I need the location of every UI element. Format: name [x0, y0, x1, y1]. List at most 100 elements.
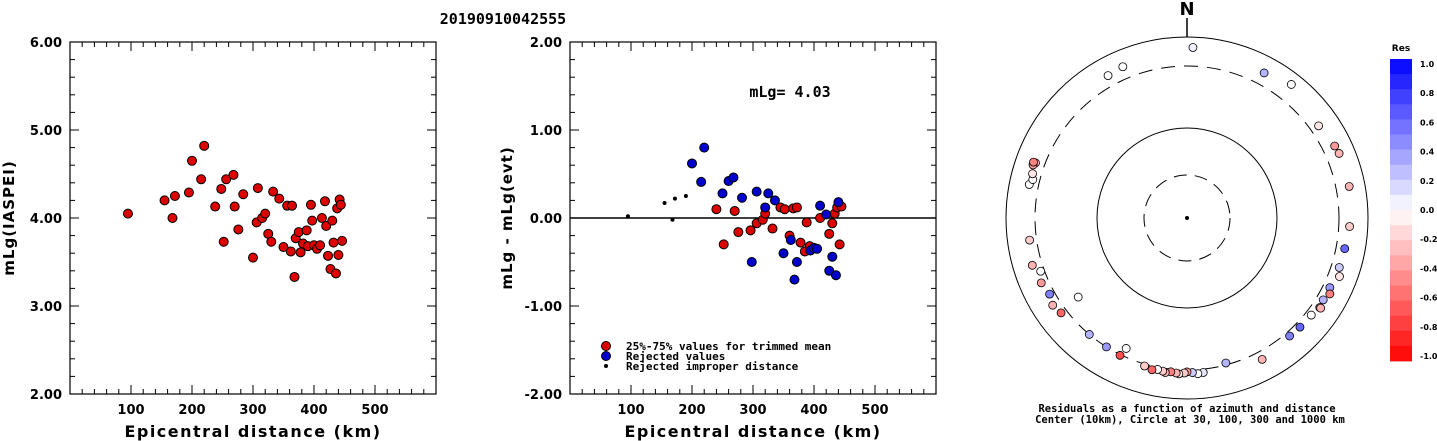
caption-line-1: Residuals as a function of azimuth and d… [1038, 403, 1335, 415]
y-tick-label: 3.00 [30, 300, 62, 315]
colorbar-cell [1390, 134, 1412, 150]
data-point [767, 223, 778, 234]
data-point-rejected [812, 243, 823, 254]
station-marker [1188, 43, 1198, 52]
y-tick-label: -1.00 [525, 300, 562, 315]
colorbar-label: -0.8 [1420, 323, 1437, 332]
station-marker [1025, 235, 1035, 245]
data-point-rejected [778, 248, 789, 259]
data-point [289, 271, 300, 282]
data-point [824, 228, 835, 239]
data-point [295, 247, 306, 258]
plot-frame [69, 41, 437, 395]
y-tick-label: 2.00 [30, 388, 62, 403]
station-marker [1048, 300, 1058, 310]
data-point [834, 239, 845, 250]
data-point [316, 213, 327, 223]
data-point [301, 225, 312, 236]
station-marker [1295, 322, 1305, 332]
data-point [229, 201, 240, 212]
y-tick-labels: 2.00 3.00 4.00 5.00 6.00 [30, 36, 62, 403]
station-marker [1330, 141, 1340, 151]
colorbar-label: -1.0 [1420, 352, 1437, 361]
legend-marker-improper [604, 364, 608, 368]
station-marker [1118, 62, 1128, 72]
colorbar-labels: 1.0 0.8 0.6 0.4 0.2 0.0 -0.2 -0.4 -0.6 -0.8 -1.0 [1420, 60, 1437, 361]
station-marker [1259, 68, 1269, 78]
azimuth-residual-panel: N Residuals as a function of azimuth and… [1005, 0, 1369, 426]
station-marker [1306, 310, 1316, 320]
data-point [335, 199, 346, 210]
station-marker [1036, 278, 1046, 288]
data-point [278, 242, 289, 253]
data-point [252, 183, 263, 194]
station-marker [1103, 71, 1113, 80]
x-tick-label: 400 [300, 403, 327, 418]
y-axis-label: mLg(IASPEI) [0, 160, 18, 275]
x-tick-labels: 100 200 300 400 500 [617, 403, 888, 418]
data-point [333, 249, 344, 260]
y-tick-labels: -2.00 -1.00 0.00 1.00 2.00 [525, 36, 562, 403]
data-point [672, 196, 677, 201]
colorbar-label: 0.4 [1420, 148, 1435, 157]
colorbar-cells [1390, 59, 1412, 362]
y-tick-label: 1.00 [530, 124, 562, 139]
data-point-rejected [791, 257, 802, 267]
station-marker [1029, 157, 1038, 167]
station-marker [1318, 295, 1328, 305]
north-label: N [1179, 0, 1194, 20]
colorbar-title: Res [1392, 44, 1410, 54]
data-point [327, 215, 338, 226]
data-point-rejected [737, 192, 748, 203]
data-points [122, 140, 348, 282]
data-point [791, 202, 802, 213]
data-point [718, 239, 729, 250]
colorbar-label: 0.2 [1420, 177, 1434, 186]
data-point [199, 140, 210, 151]
colorbar-cell [1390, 315, 1412, 332]
data-point [266, 236, 277, 247]
data-point [319, 196, 330, 207]
x-tick-label: 400 [800, 403, 827, 418]
data-point [779, 204, 790, 215]
y-tick-label: 2.00 [530, 36, 562, 51]
data-point [159, 195, 170, 206]
station-marker [1334, 149, 1344, 158]
data-point [307, 215, 318, 226]
data-point [221, 174, 232, 185]
station-marker [1316, 303, 1326, 313]
data-point-rejected [815, 200, 826, 211]
data-point [218, 236, 229, 247]
station-marker [1335, 272, 1344, 281]
axis-ticks [569, 41, 937, 395]
legend-label-rejected: Rejected values [626, 350, 725, 363]
colorbar-label: -0.2 [1420, 235, 1437, 244]
colorbar-cell [1390, 104, 1412, 120]
y-tick-label: 0.00 [530, 212, 562, 227]
x-tick-label: 500 [361, 403, 388, 418]
ring-100km [1096, 127, 1278, 309]
data-point [216, 183, 227, 194]
data-point [122, 208, 133, 219]
station-marker [1285, 331, 1295, 341]
y-tick-label: 6.00 [30, 36, 62, 51]
mlg-vs-distance-panel: 100 200 300 400 500 2.00 3.00 4.00 5.00 6.00 Epi… [0, 36, 437, 441]
data-point-rejected [789, 274, 800, 285]
data-point-rejected [763, 188, 774, 199]
station-markers [1024, 43, 1354, 379]
data-point [169, 191, 180, 201]
colorbar-cell [1390, 330, 1412, 347]
data-point [337, 235, 348, 246]
data-point [268, 186, 279, 197]
colorbar-cell [1390, 89, 1412, 105]
legend-label-improper: Rejected improper distance [626, 360, 799, 373]
data-point [733, 227, 744, 238]
data-point [827, 218, 838, 229]
data-point-rejected [751, 186, 762, 197]
colorbar-cell [1390, 270, 1412, 286]
magnitude-annotation: mLg= 4.03 [749, 83, 830, 101]
colorbar-cell [1390, 74, 1412, 90]
colorbar-cell [1390, 149, 1412, 166]
